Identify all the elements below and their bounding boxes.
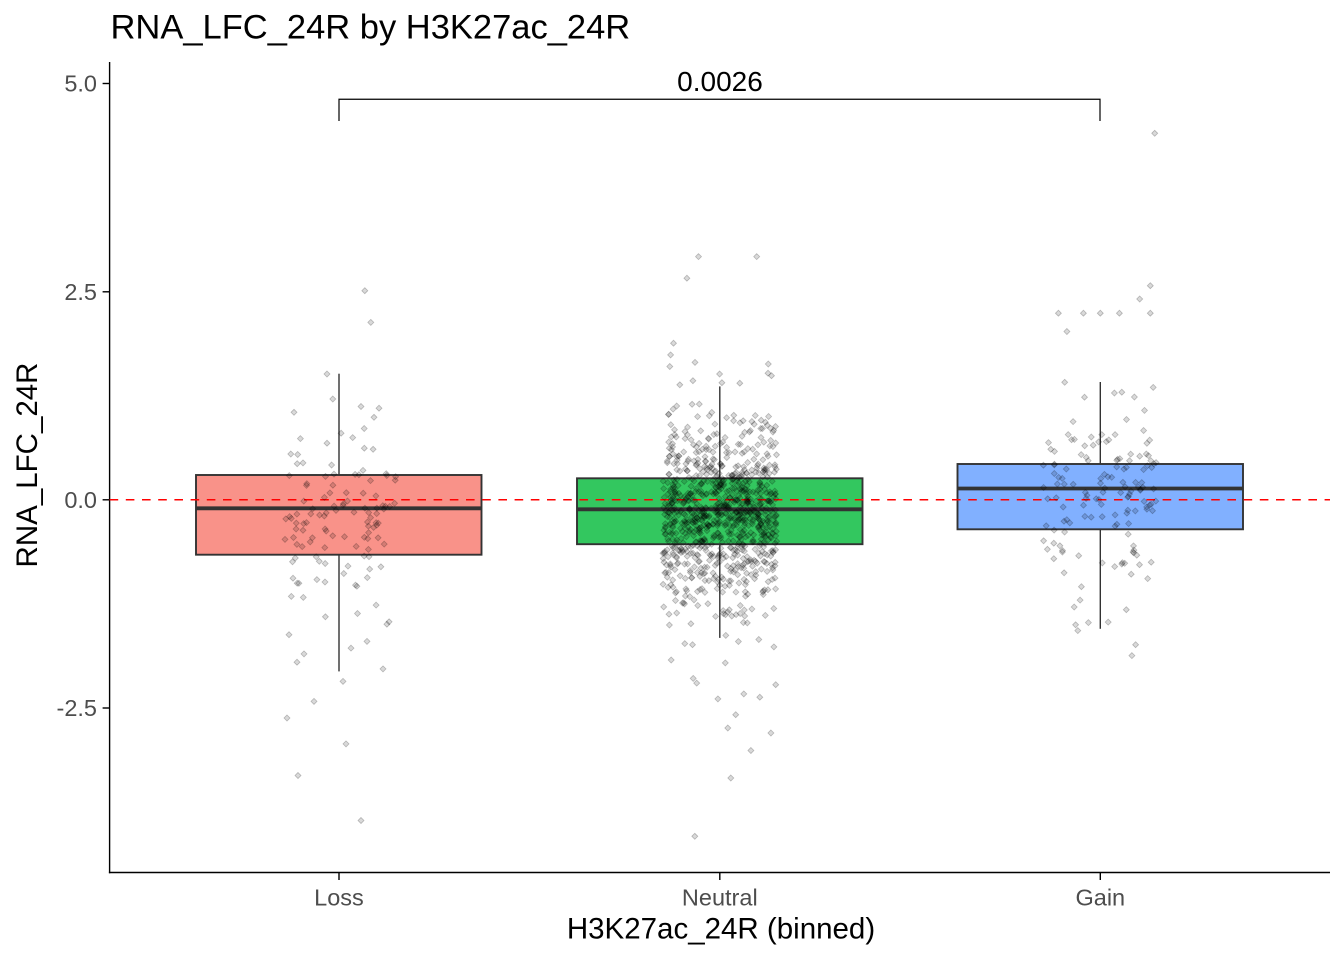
svg-text:RNA_LFC_24R: RNA_LFC_24R bbox=[11, 363, 44, 568]
svg-text:0.0: 0.0 bbox=[64, 487, 97, 513]
svg-text:Loss: Loss bbox=[314, 885, 364, 911]
svg-text:Gain: Gain bbox=[1075, 885, 1125, 911]
svg-text:H3K27ac_24R (binned): H3K27ac_24R (binned) bbox=[567, 913, 875, 946]
svg-text:-2.5: -2.5 bbox=[57, 695, 98, 721]
svg-text:Neutral: Neutral bbox=[682, 885, 758, 911]
svg-text:RNA_LFC_24R by H3K27ac_24R: RNA_LFC_24R by H3K27ac_24R bbox=[111, 9, 631, 47]
svg-text:0.0026: 0.0026 bbox=[677, 66, 763, 97]
svg-text:2.5: 2.5 bbox=[64, 279, 97, 305]
svg-text:5.0: 5.0 bbox=[64, 71, 97, 97]
